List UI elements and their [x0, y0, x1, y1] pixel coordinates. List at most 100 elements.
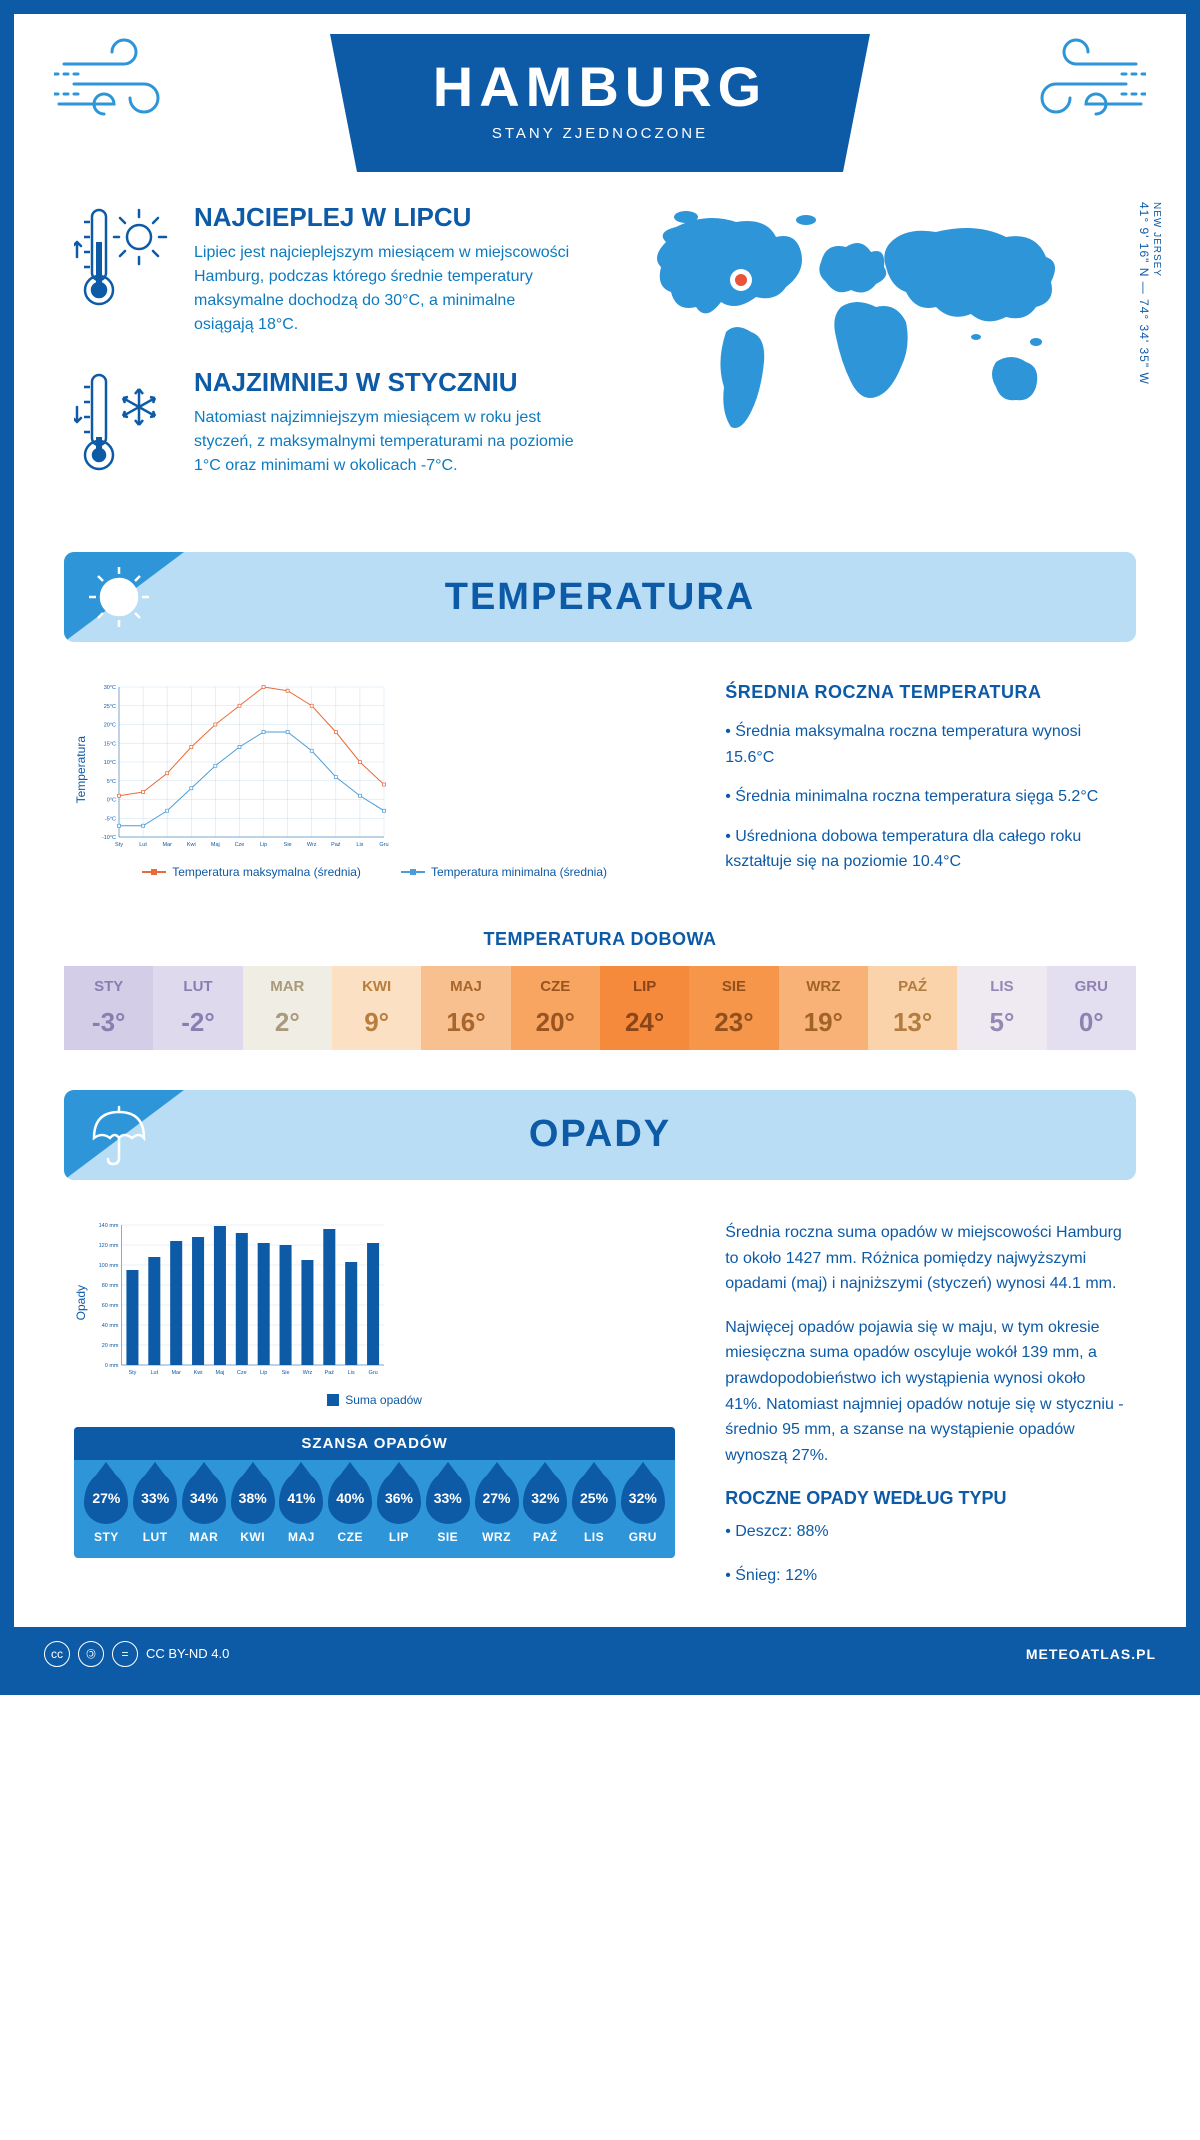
svg-text:Mar: Mar — [162, 842, 172, 848]
thermometer-sun-icon — [74, 202, 174, 337]
city-title: HAMBURG — [390, 54, 810, 119]
daily-temp-cell: MAJ16° — [421, 966, 510, 1050]
site-name: METEOATLAS.PL — [1026, 1646, 1156, 1662]
chance-cell: 40%CZE — [328, 1472, 372, 1544]
svg-text:Paź: Paź — [331, 842, 341, 848]
svg-text:Lut: Lut — [150, 1370, 158, 1376]
svg-text:Kwi: Kwi — [194, 1370, 203, 1376]
svg-text:Lis: Lis — [356, 842, 363, 848]
license-text: CC BY-ND 4.0 — [146, 1646, 229, 1661]
temp-stat-bullet: • Średnia minimalna roczna temperatura s… — [725, 784, 1126, 810]
precip-type-title: ROCZNE OPADY WEDŁUG TYPU — [725, 1488, 1126, 1509]
chance-cell: 32%GRU — [621, 1472, 665, 1544]
svg-text:Mar: Mar — [171, 1370, 181, 1376]
precip-type-item: • Śnieg: 12% — [725, 1563, 1126, 1589]
country-subtitle: STANY ZJEDNOCZONE — [390, 125, 810, 142]
daily-temp-cell: GRU0° — [1047, 966, 1136, 1050]
svg-text:60 mm: 60 mm — [102, 1303, 119, 1309]
daily-temp-title: TEMPERATURA DOBOWA — [14, 929, 1186, 950]
daily-temp-cell: SIE23° — [689, 966, 778, 1050]
temp-stat-bullet: • Uśredniona dobowa temperatura dla całe… — [725, 824, 1126, 875]
svg-text:Maj: Maj — [216, 1370, 225, 1376]
svg-text:Lut: Lut — [139, 842, 147, 848]
coldest-text: Natomiast najzimniejszym miesiącem w rok… — [194, 406, 574, 478]
precip-type-item: • Deszcz: 88% — [725, 1519, 1126, 1545]
chance-cell: 38%KWI — [231, 1472, 275, 1544]
chance-cell: 32%PAŹ — [523, 1472, 567, 1544]
chance-cell: 27%STY — [84, 1472, 128, 1544]
svg-text:Sie: Sie — [282, 1370, 290, 1376]
svg-text:15°C: 15°C — [104, 741, 116, 747]
svg-text:120 mm: 120 mm — [99, 1243, 119, 1249]
temperature-line-chart: -10°C -5°C 0°C 5°C 10°C 15°C 20°C 25°C 30°C Sty Lu… — [94, 682, 394, 857]
svg-text:10°C: 10°C — [104, 760, 116, 766]
svg-text:100 mm: 100 mm — [99, 1263, 119, 1269]
precip-legend-label: Suma opadów — [345, 1393, 422, 1407]
warmest-text: Lipiec jest najcieplejszym miesiącem w m… — [194, 241, 574, 337]
svg-text:-10°C: -10°C — [102, 835, 116, 841]
svg-text:Sty: Sty — [128, 1370, 136, 1376]
nd-icon: = — [112, 1641, 138, 1667]
svg-text:Lip: Lip — [260, 1370, 267, 1376]
thermometer-snow-icon — [74, 367, 174, 482]
precipitation-bar-chart: 0 mm20 mm40 mm60 mm80 mm100 mm120 mm140 … — [94, 1220, 394, 1385]
svg-text:20 mm: 20 mm — [102, 1343, 119, 1349]
daily-temp-cell: CZE20° — [511, 966, 600, 1050]
coordinates: NEW JERSEY 41° 9' 16" N — 74° 34' 35" W — [1137, 202, 1162, 385]
precipitation-title: OPADY — [64, 1113, 1136, 1156]
precipitation-chance-strip: SZANSA OPADÓW 27%STY33%LUT34%MAR38%KWI41… — [74, 1427, 675, 1558]
license-block: cc 🄯 = CC BY-ND 4.0 — [44, 1641, 229, 1667]
temp-stats-title: ŚREDNIA ROCZNA TEMPERATURA — [725, 682, 1126, 703]
wind-decoration-left — [54, 34, 194, 139]
svg-text:Cze: Cze — [235, 842, 245, 848]
svg-text:Wrz: Wrz — [303, 1370, 313, 1376]
svg-text:30°C: 30°C — [104, 685, 116, 691]
legend-min-label: Temperatura minimalna (średnia) — [431, 865, 607, 879]
daily-temp-cell: LIS5° — [957, 966, 1046, 1050]
wind-decoration-right — [1006, 34, 1146, 139]
chance-cell: 34%MAR — [182, 1472, 226, 1544]
svg-text:20°C: 20°C — [104, 723, 116, 729]
page-footer: cc 🄯 = CC BY-ND 4.0 METEOATLAS.PL — [14, 1627, 1186, 1681]
temperature-title: TEMPERATURA — [64, 576, 1136, 619]
warmest-block: NAJCIEPLEJ W LIPCU Lipiec jest najcieple… — [74, 202, 586, 337]
svg-text:Cze: Cze — [237, 1370, 247, 1376]
legend-max-label: Temperatura maksymalna (średnia) — [172, 865, 361, 879]
precipitation-section-header: OPADY — [64, 1090, 1136, 1180]
by-icon: 🄯 — [78, 1641, 104, 1667]
svg-text:Maj: Maj — [211, 842, 220, 848]
world-map — [626, 202, 1126, 467]
svg-text:Sty: Sty — [115, 842, 123, 848]
coords-value: 41° 9' 16" N — 74° 34' 35" W — [1137, 202, 1151, 385]
warmest-title: NAJCIEPLEJ W LIPCU — [194, 202, 574, 233]
temperature-stats: ŚREDNIA ROCZNA TEMPERATURA • Średnia mak… — [725, 682, 1126, 889]
svg-text:80 mm: 80 mm — [102, 1283, 119, 1289]
title-banner: HAMBURG STANY ZJEDNOCZONE — [330, 34, 870, 172]
chance-cell: 36%LIP — [377, 1472, 421, 1544]
svg-text:Wrz: Wrz — [307, 842, 317, 848]
precip-legend: Suma opadów — [74, 1393, 675, 1407]
svg-text:40 mm: 40 mm — [102, 1323, 119, 1329]
svg-text:0°C: 0°C — [107, 798, 116, 804]
svg-text:Paź: Paź — [325, 1370, 335, 1376]
svg-text:25°C: 25°C — [104, 704, 116, 710]
daily-temp-cell: WRZ19° — [779, 966, 868, 1050]
precipitation-summary: Średnia roczna suma opadów w miejscowośc… — [725, 1220, 1126, 1607]
precip-summary-text: Najwięcej opadów pojawia się w maju, w t… — [725, 1315, 1126, 1469]
daily-temp-cell: LUT-2° — [153, 966, 242, 1050]
precip-ylabel: Opady — [74, 1285, 88, 1320]
temperature-section-header: TEMPERATURA — [64, 552, 1136, 642]
daily-temp-cell: LIP24° — [600, 966, 689, 1050]
svg-text:-5°C: -5°C — [105, 816, 116, 822]
daily-temp-cell: KWI9° — [332, 966, 421, 1050]
precip-summary-text: Średnia roczna suma opadów w miejscowośc… — [725, 1220, 1126, 1297]
daily-temp-cell: STY-3° — [64, 966, 153, 1050]
temp-legend: Temperatura maksymalna (średnia) Tempera… — [74, 865, 675, 879]
sun-icon — [84, 562, 154, 637]
coldest-title: NAJZIMNIEJ W STYCZNIU — [194, 367, 574, 398]
svg-text:Sie: Sie — [284, 842, 292, 848]
svg-text:Lis: Lis — [348, 1370, 355, 1376]
svg-text:0 mm: 0 mm — [105, 1363, 119, 1369]
svg-text:5°C: 5°C — [107, 779, 116, 785]
daily-temp-cell: MAR2° — [243, 966, 332, 1050]
